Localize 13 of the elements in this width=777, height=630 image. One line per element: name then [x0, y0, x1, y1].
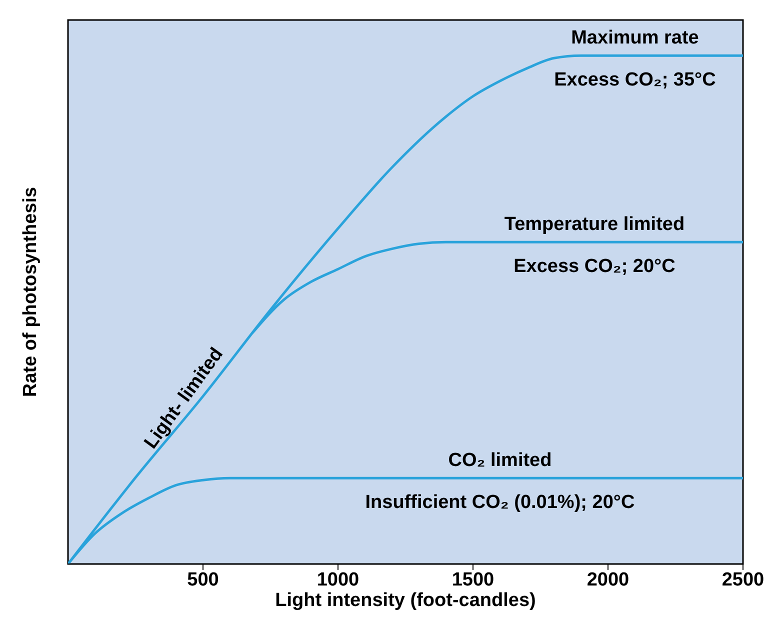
x-tick-label: 2000: [586, 569, 630, 590]
annotation: CO₂ limited: [448, 450, 552, 472]
y-axis-title: Rate of photosynthesis: [20, 186, 41, 398]
annotation: Excess CO₂; 35°C: [554, 70, 716, 91]
x-tick-label: 1000: [316, 569, 360, 590]
x-axis-title: Light intensity (foot-candles): [275, 590, 536, 611]
annotation: Insufficient CO₂ (0.01%); 20°C: [365, 492, 635, 514]
x-tick-label: 500: [187, 569, 219, 590]
annotation: Temperature limited: [504, 214, 685, 236]
annotation: Maximum rate: [571, 28, 699, 49]
x-tick-label: 2500: [722, 569, 764, 590]
annotation: Excess CO₂; 20°C: [514, 256, 676, 278]
x-tick-label: 1500: [452, 569, 494, 590]
